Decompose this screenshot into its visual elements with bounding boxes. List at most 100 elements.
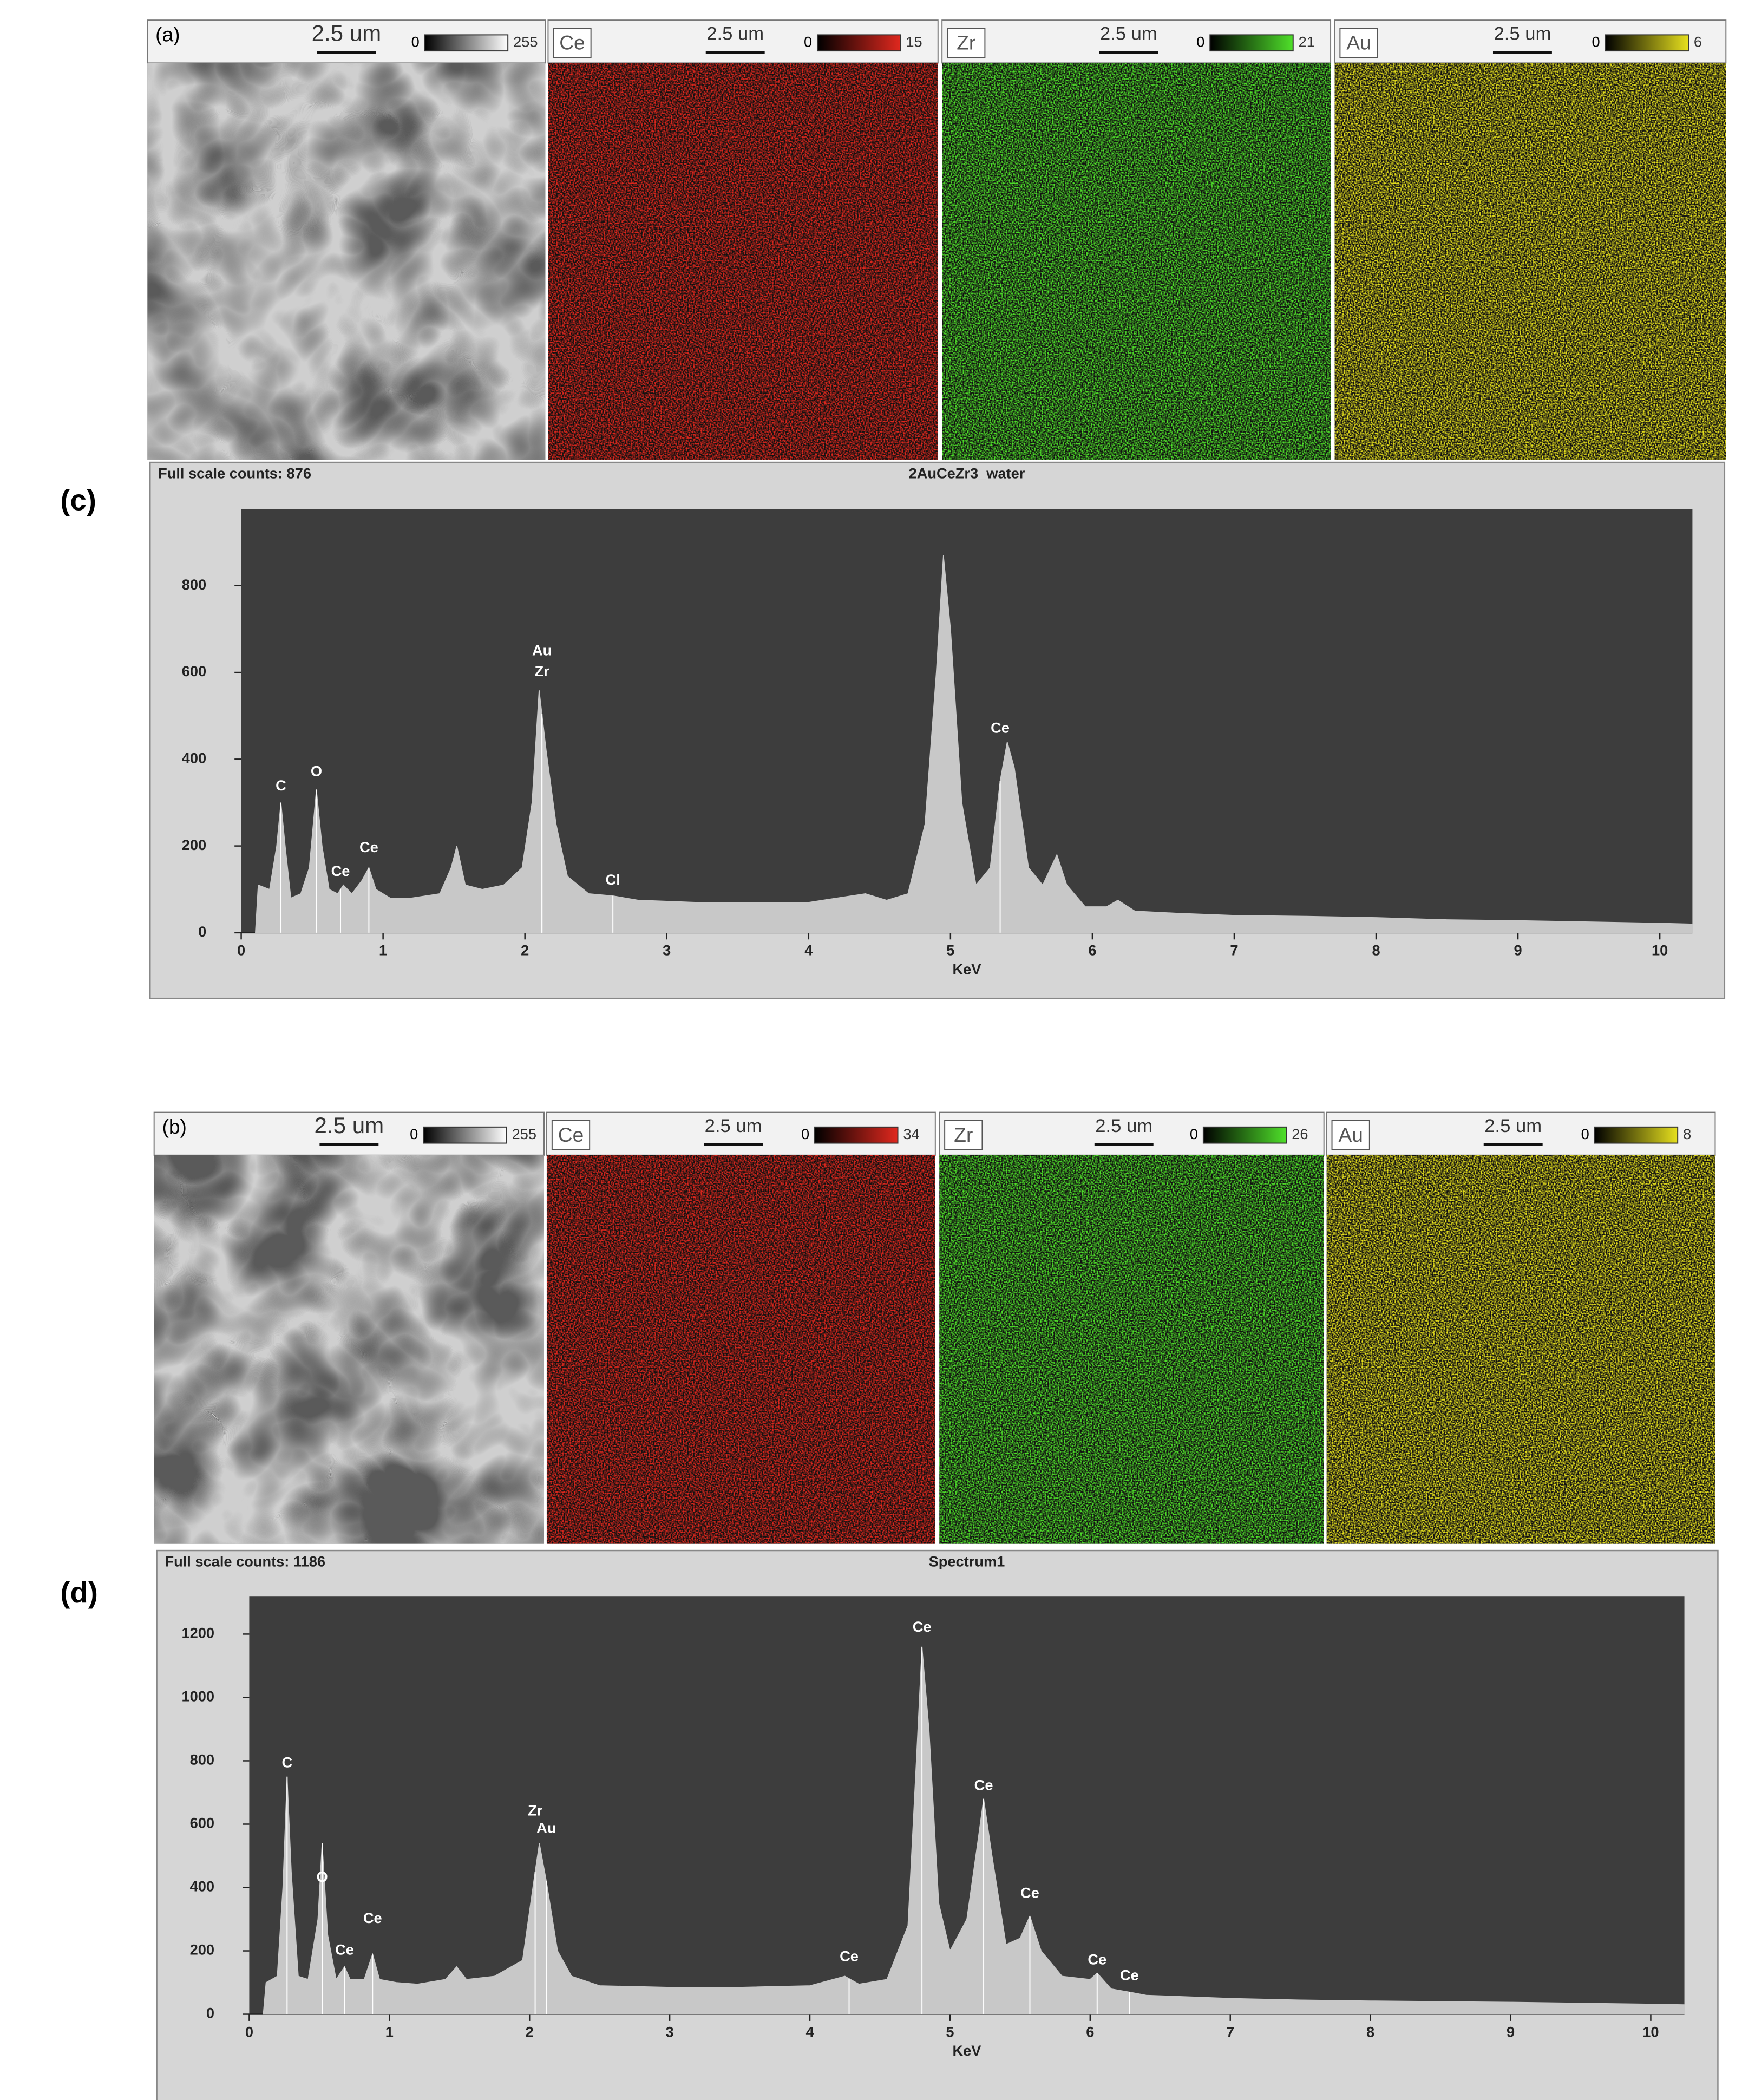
x-tick-label: 3 [663, 942, 671, 959]
y-tick-label: 1000 [181, 1688, 214, 1705]
map-image [939, 1155, 1324, 1544]
peak-label: Au [536, 1819, 556, 1836]
x-axis-label: KeV [953, 960, 981, 977]
map-image [942, 63, 1331, 460]
panel-label: (a) [155, 23, 180, 46]
peak-label: C [281, 1754, 292, 1770]
colorbar [1202, 1126, 1287, 1144]
x-tick-label: 7 [1226, 2023, 1234, 2040]
peak-label: O [316, 1868, 328, 1885]
element-label: Zr [957, 31, 975, 54]
peak-label: C [276, 777, 286, 794]
y-tick-label: 0 [206, 2005, 214, 2022]
colorbar [1209, 34, 1294, 52]
x-tick-label: 0 [237, 942, 245, 959]
colorbar [814, 1126, 899, 1144]
peak-label: Ce [331, 862, 350, 879]
colorbar-min: 0 [1190, 1126, 1198, 1142]
colorbar-max: 255 [512, 1126, 536, 1142]
element-box [1339, 28, 1378, 58]
peak-label: Ce [359, 839, 378, 855]
panel-label: (b) [162, 1115, 187, 1138]
peak-label: Ce [991, 719, 1010, 736]
map-image [548, 63, 938, 460]
x-tick-label: 1 [379, 942, 387, 959]
element-label: Au [1346, 31, 1371, 54]
peak-label: Ce [335, 1941, 354, 1958]
scale-bar-label: 2.5 um [315, 1113, 384, 1138]
y-tick-label: 0 [198, 923, 206, 940]
chart-subtitle: Full scale counts: 876 [158, 465, 311, 482]
peak-label: Ce [913, 1618, 932, 1635]
y-tick-label: 600 [190, 1815, 214, 1831]
spectrum-area [263, 1646, 1685, 2015]
element-label: Au [1338, 1123, 1363, 1146]
x-tick-label: 8 [1366, 2023, 1374, 2040]
chart-subtitle: Full scale counts: 1186 [165, 1553, 325, 1570]
y-tick-label: 400 [182, 750, 206, 767]
peak-label: Ce [1088, 1951, 1106, 1967]
map-image [1326, 1155, 1715, 1544]
x-axis-label: KeV [953, 2042, 981, 2059]
y-tick-label: 400 [190, 1878, 214, 1895]
x-tick-label: 4 [804, 942, 813, 959]
x-tick-label: 6 [1088, 942, 1096, 959]
colorbar-max: 34 [903, 1126, 919, 1142]
y-tick-label: 200 [190, 1941, 214, 1958]
map-image [1334, 63, 1726, 460]
x-tick-label: 8 [1372, 942, 1380, 959]
x-tick-label: 9 [1514, 942, 1522, 959]
peak-label: Zr [535, 663, 550, 679]
y-tick-label: 200 [182, 836, 206, 853]
element-box [553, 28, 592, 58]
scale-bar-label: 2.5 um [1100, 24, 1157, 44]
peak-label: Ce [363, 1909, 382, 1926]
panel-label: (d) [60, 1576, 98, 1609]
x-tick-label: 7 [1230, 942, 1238, 959]
panel-label: (c) [60, 484, 96, 517]
peak-label: O [311, 763, 322, 780]
x-tick-label: 1 [385, 2023, 394, 2040]
x-tick-label: 5 [946, 942, 954, 959]
colorbar-min: 0 [1592, 33, 1600, 50]
colorbar-min: 0 [804, 33, 812, 50]
x-tick-label: 4 [805, 2023, 814, 2040]
element-label: Zr [954, 1123, 973, 1146]
scale-bar-label: 2.5 um [1484, 1116, 1542, 1136]
x-tick-label: 9 [1507, 2023, 1515, 2040]
peak-label: Ce [1120, 1967, 1139, 1984]
scale-bar-label: 2.5 um [706, 24, 764, 44]
element-box [551, 1120, 591, 1150]
peak-label: Ce [974, 1776, 993, 1793]
colorbar-max: 15 [906, 33, 922, 50]
peak-label: Cl [606, 871, 620, 888]
peak-label: Ce [840, 1947, 859, 1964]
x-tick-label: 0 [245, 2023, 253, 2040]
colorbar [424, 34, 509, 52]
chart-title: Spectrum1 [929, 1553, 1005, 1570]
element-box [1331, 1120, 1370, 1150]
x-tick-label: 5 [946, 2023, 954, 2040]
colorbar [1594, 1126, 1679, 1144]
colorbar-max: 8 [1683, 1126, 1691, 1142]
x-tick-label: 10 [1642, 2023, 1659, 2040]
scale-bar-label: 2.5 um [705, 1116, 762, 1136]
sem-image [154, 1155, 545, 1544]
peak-label: Au [532, 642, 552, 659]
colorbar-min: 0 [1196, 33, 1204, 50]
element-box [947, 28, 986, 58]
element-label: Ce [558, 1123, 584, 1146]
scale-bar-label: 2.5 um [1494, 24, 1551, 44]
element-label: Ce [559, 31, 585, 54]
sem-image [147, 63, 546, 460]
colorbar-max: 26 [1292, 1126, 1308, 1142]
colorbar-max: 6 [1694, 33, 1702, 50]
x-tick-label: 2 [526, 2023, 534, 2040]
scale-bar-label: 2.5 um [312, 21, 382, 46]
scale-bar-label: 2.5 um [1095, 1116, 1152, 1136]
x-tick-label: 6 [1086, 2023, 1094, 2040]
spectrum-area [254, 555, 1693, 933]
colorbar-max: 21 [1299, 33, 1315, 50]
